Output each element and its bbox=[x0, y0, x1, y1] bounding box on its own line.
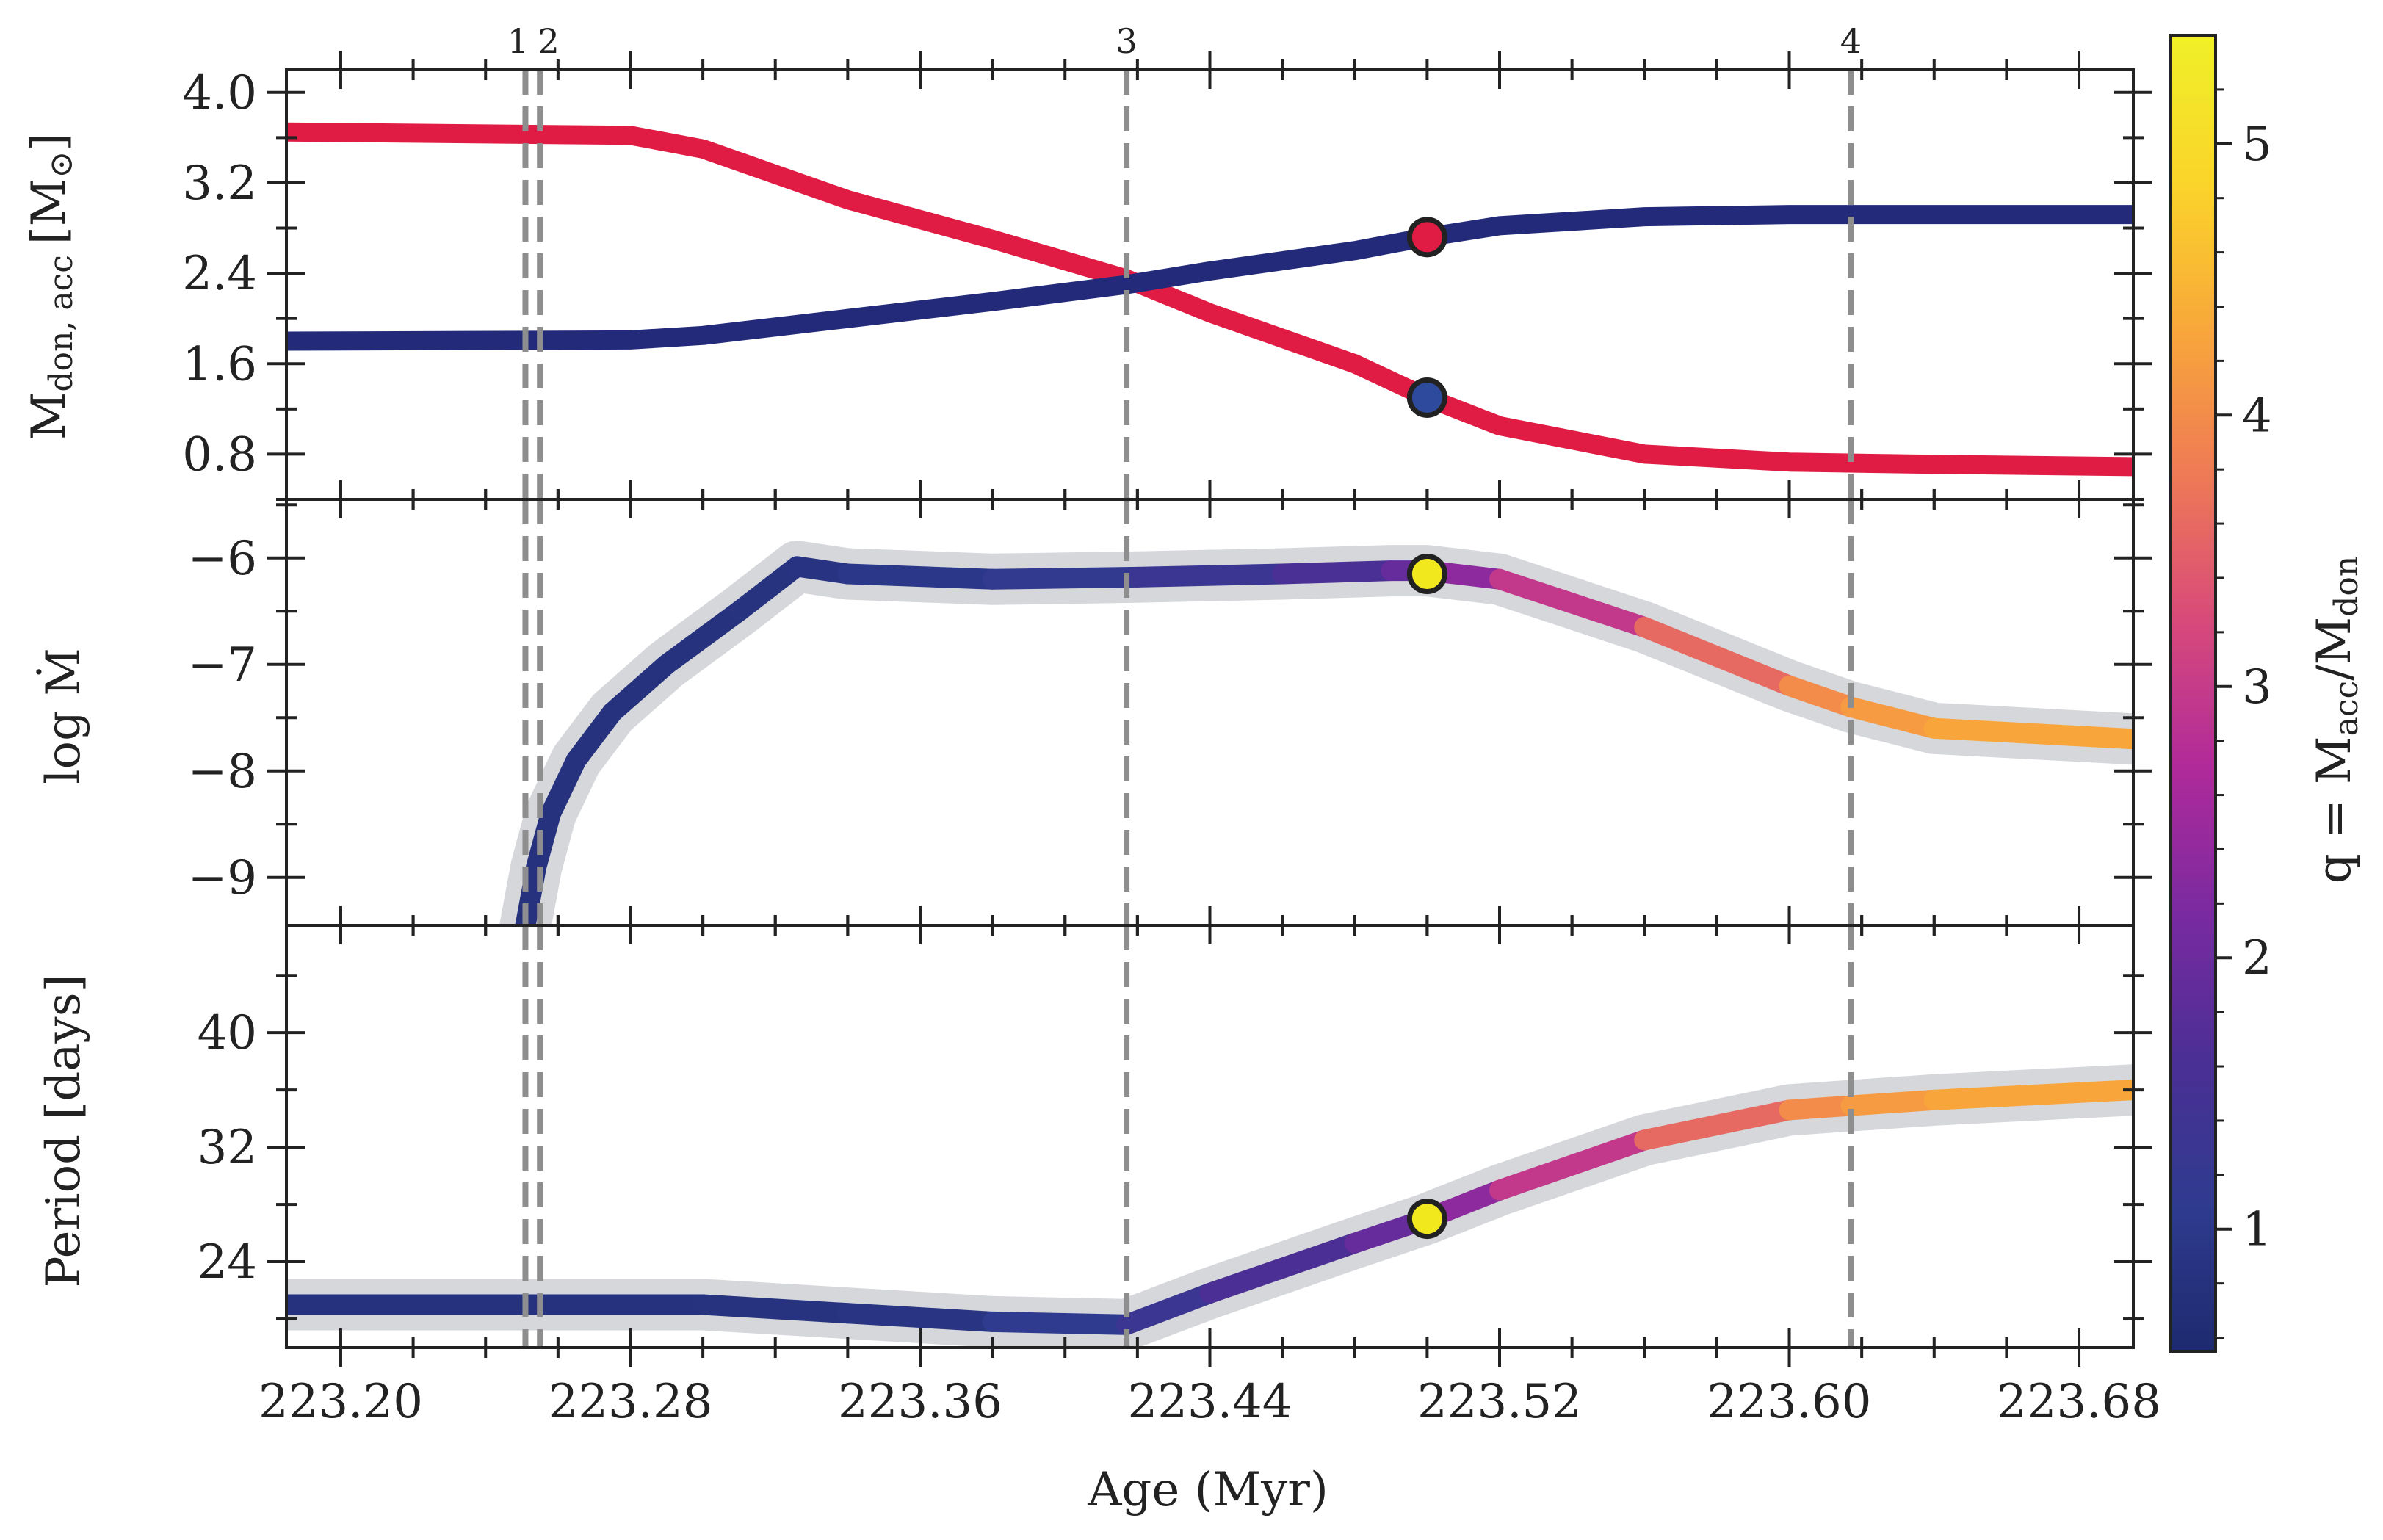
y-label-mass-unit-sub: ⊙ bbox=[43, 151, 80, 178]
series-segment-period bbox=[1779, 1095, 1862, 1121]
series-segment-mdot bbox=[601, 654, 677, 723]
xtick-label: 223.36 bbox=[838, 1375, 1002, 1429]
series-segment-mdot bbox=[1489, 568, 1655, 637]
colorbar-label-acc: acc bbox=[2328, 681, 2365, 737]
series-segment-period bbox=[693, 1294, 858, 1324]
y-label-mass-unit: [M bbox=[22, 178, 76, 245]
series-segment-mdot bbox=[837, 563, 1003, 590]
xtick-label: 223.60 bbox=[1707, 1375, 1872, 1429]
series-segment-period bbox=[1840, 1089, 1945, 1116]
panel-mdot: −9 −8 −7 −6 bbox=[188, 480, 2152, 944]
xtick-label: 223.44 bbox=[1128, 1375, 1292, 1429]
xtick-label: 223.68 bbox=[1997, 1375, 2161, 1429]
colorbar-tick-label: 2 bbox=[2242, 931, 2272, 986]
marker-period-0 bbox=[1406, 1199, 1447, 1240]
colorbar-scale bbox=[2169, 34, 2217, 1353]
ytick-label-mass: 1.6 bbox=[182, 337, 257, 391]
colorbar-label-mid: /M bbox=[2307, 617, 2362, 681]
marker-mdot-0 bbox=[1406, 554, 1447, 594]
colorbar-tick-label: 5 bbox=[2242, 118, 2272, 172]
x-axis-label: Age (Myr) bbox=[1087, 1463, 1328, 1517]
panel-period: 24 32 40 223.20 223.28 223.36 223.44 223.52 223.… bbox=[198, 906, 2161, 1429]
ytick-label-mass: 0.8 bbox=[182, 427, 257, 482]
series-segment-mdot bbox=[1634, 617, 1800, 696]
marker-mass-0 bbox=[1406, 217, 1447, 258]
event-label-3: 3 bbox=[1115, 21, 1137, 61]
colorbar-tick-label: 3 bbox=[2242, 660, 2272, 715]
ytick-label-period: 24 bbox=[198, 1235, 257, 1290]
series-segment-mdot bbox=[1923, 717, 2133, 750]
xtick-label: 223.28 bbox=[549, 1375, 713, 1429]
event-label-2: 2 bbox=[538, 21, 560, 61]
marker-mass-1 bbox=[1406, 377, 1447, 418]
colorbar-label: q = Macc/Mdon bbox=[2307, 556, 2365, 883]
ytick-label-period: 40 bbox=[198, 1006, 257, 1060]
series-segment-period bbox=[837, 1303, 1003, 1332]
colorbar: 1 2 3 4 5 q = Macc/Mdon bbox=[2169, 34, 2365, 1353]
xtick-label: 223.20 bbox=[258, 1375, 423, 1429]
colorbar-tick-label: 4 bbox=[2242, 388, 2272, 443]
panel-mass: 0.8 1.6 2.4 3.2 4.0 bbox=[182, 51, 2152, 518]
series-segment-period bbox=[982, 1311, 1138, 1335]
uncertainty-band-mdot bbox=[499, 541, 2133, 925]
event-label-4: 4 bbox=[1840, 21, 1862, 61]
series-line-donor bbox=[286, 122, 2133, 477]
ytick-label-mdot: −9 bbox=[188, 851, 257, 905]
colorbar-label-q: q = M bbox=[2307, 736, 2362, 883]
series-segment-mdot bbox=[1840, 696, 1945, 739]
series-segment-period bbox=[1634, 1099, 1800, 1151]
y-label-mass-sub: don, acc bbox=[43, 255, 80, 391]
xtick-label: 223.52 bbox=[1417, 1375, 1582, 1429]
series-segment-period bbox=[1923, 1080, 2133, 1110]
ytick-label-mdot: −8 bbox=[188, 745, 257, 799]
series-segment-mdot bbox=[1779, 675, 1862, 717]
series-segment-period bbox=[1116, 1282, 1221, 1335]
y-axis-label-period: Period [days] bbox=[37, 974, 91, 1287]
series-segment-mdot bbox=[1272, 560, 1402, 585]
series-segment-mdot bbox=[1127, 563, 1293, 588]
event-label-1: 1 bbox=[507, 21, 529, 61]
ytick-label-mdot: −7 bbox=[188, 638, 257, 693]
series-segment-mdot bbox=[728, 556, 808, 622]
ytick-label-mass: 4.0 bbox=[182, 66, 257, 120]
ytick-label-mdot: −6 bbox=[188, 532, 257, 586]
ytick-label-period: 32 bbox=[198, 1121, 257, 1175]
y-axis-label-mass: Mdon, acc [M⊙] bbox=[22, 133, 80, 440]
colorbar-tick-label: 1 bbox=[2242, 1203, 2272, 1257]
series-segment-period bbox=[1489, 1129, 1655, 1201]
series-segment-mdot bbox=[982, 566, 1148, 590]
y-label-mass-close: ] bbox=[22, 133, 76, 151]
ytick-label-mass: 2.4 bbox=[182, 247, 257, 301]
y-label-mass-m: M bbox=[22, 392, 76, 441]
series-segment-mdot bbox=[656, 601, 750, 675]
series-segment-period bbox=[1199, 1232, 1365, 1304]
ytick-label-mass: 3.2 bbox=[182, 156, 257, 211]
y-axis-label-mdot: log Ṁ bbox=[36, 648, 91, 784]
colorbar-label-don: don bbox=[2328, 556, 2365, 617]
series-line-accretor bbox=[286, 205, 2133, 351]
